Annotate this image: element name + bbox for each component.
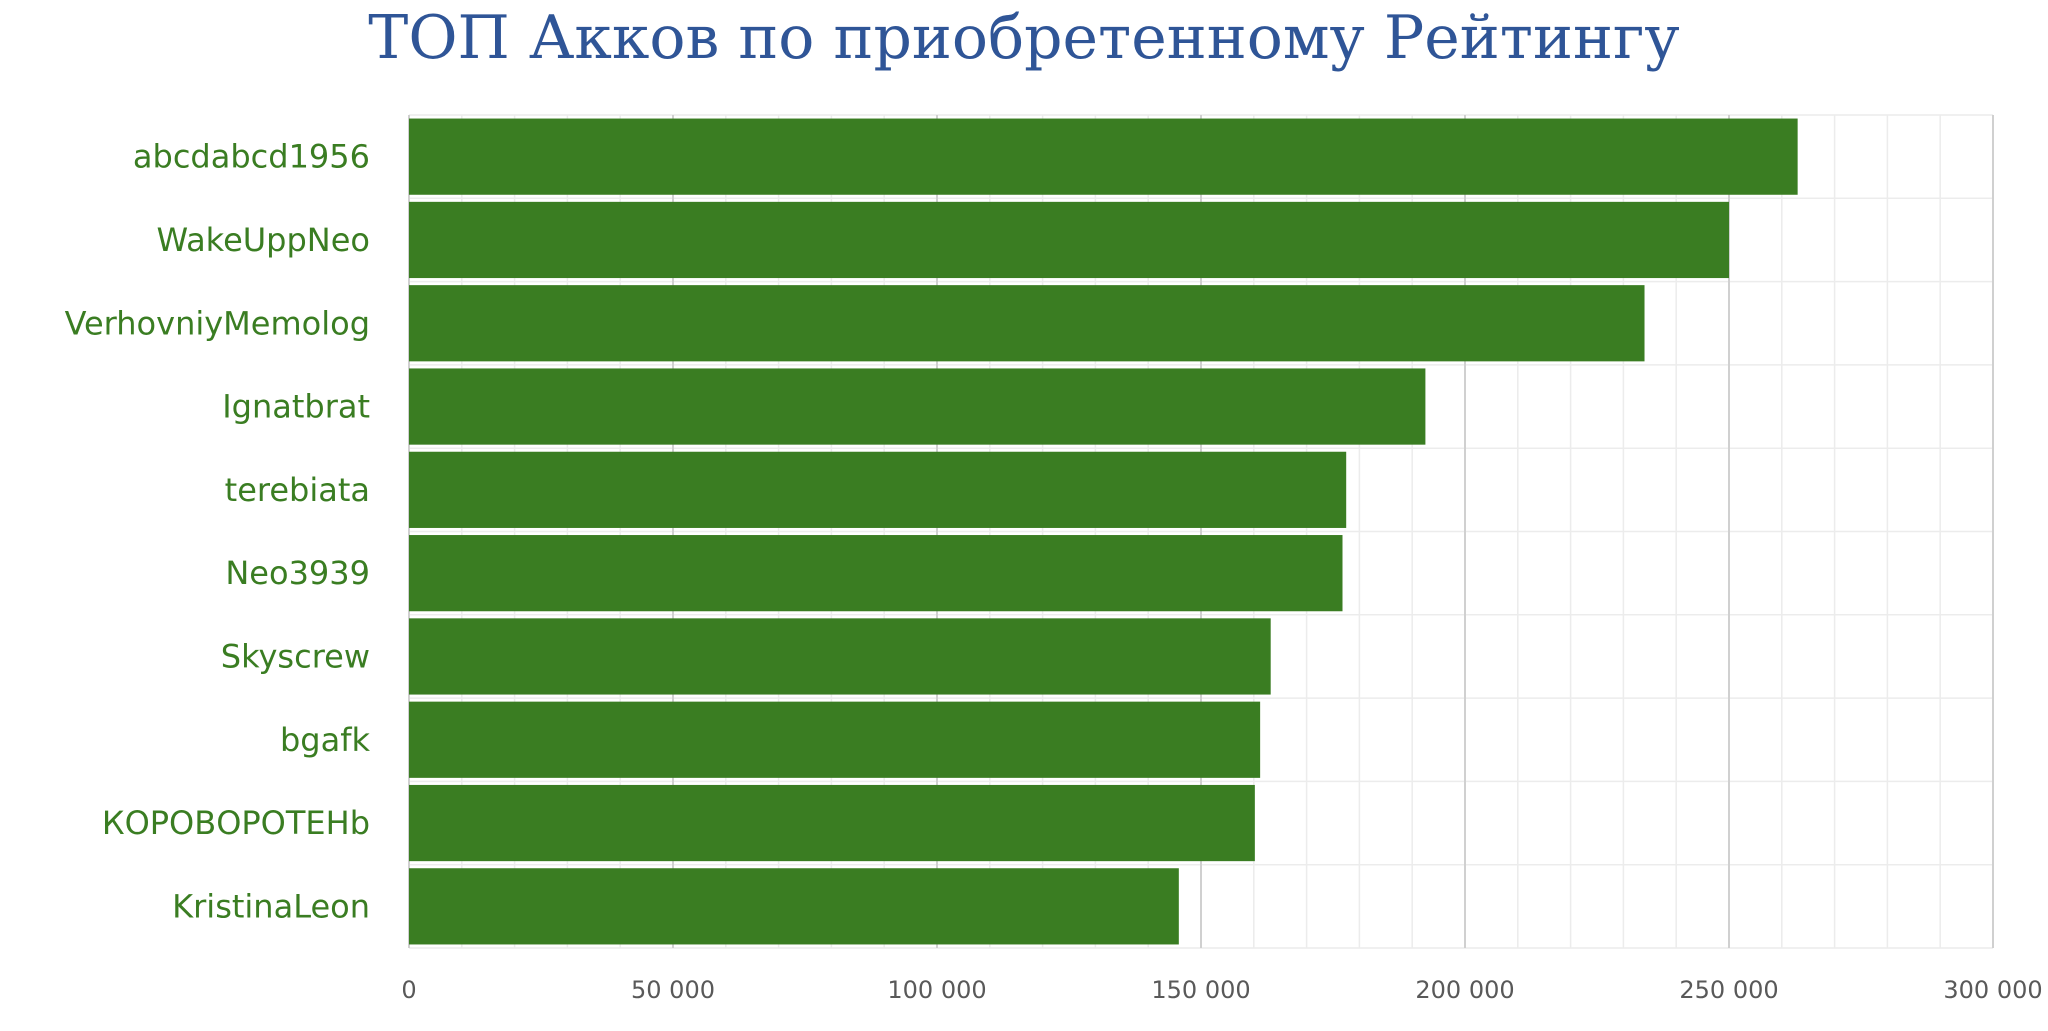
bar <box>409 784 1255 862</box>
x-tick-label: 250 000 <box>1679 976 1778 1004</box>
x-tick-label: 100 000 <box>887 976 986 1004</box>
category-labels: abcdabcd1956 WakeUppNeo VerhovniyMemolog Ig… <box>65 138 371 926</box>
category-label: Neo3939 <box>225 554 370 592</box>
category-label: Skyscrew <box>221 637 370 675</box>
x-axis-tick-labels: 0 50 000 100 000 150 000 200 000 250 000 300 0… <box>401 976 2042 1004</box>
category-label: KristinaLeon <box>172 887 370 925</box>
bar <box>409 618 1271 695</box>
category-label: abcdabcd1956 <box>133 138 370 176</box>
category-label: Ignatbrat <box>222 388 370 426</box>
x-tick-label: 150 000 <box>1151 976 1250 1004</box>
bars <box>409 118 1798 945</box>
bar <box>409 368 1426 445</box>
x-tick-label: 300 000 <box>1943 976 2042 1004</box>
bar <box>409 701 1261 778</box>
bar <box>409 535 1343 612</box>
bar <box>409 868 1179 945</box>
category-label: КОРОВОРОТЕНb <box>102 804 370 842</box>
category-label: terebiata <box>225 471 370 509</box>
x-tick-label: 200 000 <box>1415 976 1514 1004</box>
x-tick-label: 50 000 <box>631 976 715 1004</box>
bar <box>409 451 1347 528</box>
bar <box>409 118 1798 195</box>
category-label: bgafk <box>280 721 371 759</box>
bar <box>409 285 1645 362</box>
bar <box>409 201 1729 279</box>
category-label: VerhovniyMemolog <box>65 304 370 342</box>
category-label: WakeUppNeo <box>156 221 370 259</box>
x-tick-label: 0 <box>401 976 416 1004</box>
chart-title: ТОП Акков по приобретенному Рейтингу <box>368 3 1679 73</box>
